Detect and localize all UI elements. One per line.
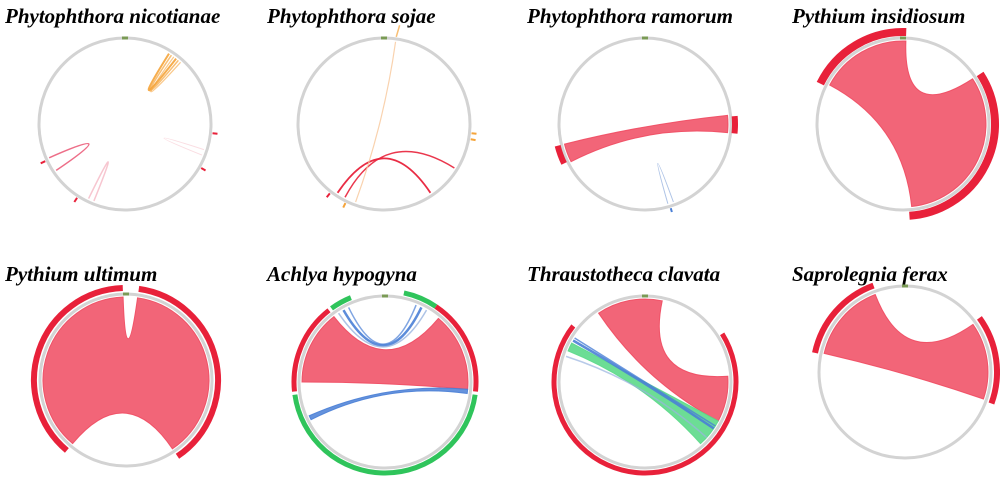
synteny-ribbon: [42, 296, 210, 450]
synteny-ribbon: [829, 40, 987, 208]
panel-title-phytophthora-ramorum: Phytophthora ramorum: [527, 4, 733, 28]
synteny-band: [292, 394, 478, 476]
feature-tick: [325, 192, 331, 198]
synteny-band: [138, 285, 221, 459]
synteny-band: [403, 290, 438, 309]
synteny-link: [342, 306, 423, 347]
synteny-link: [150, 56, 181, 93]
panel-title-pythium-insidiosum: Pythium insidiosum: [792, 4, 966, 28]
synteny-link: [355, 41, 397, 203]
synteny-band: [330, 295, 352, 311]
synteny-link: [149, 54, 179, 92]
panel-title-saprolegnia-ferax: Saprolegnia ferax: [792, 262, 948, 286]
panel-title-phytophthora-sojae: Phytophthora sojae: [267, 4, 436, 28]
karyotype-ring: [37, 36, 213, 212]
panel-title-thraustotheca-clavata: Thraustotheca clavata: [527, 262, 721, 286]
feature-tick: [471, 132, 477, 135]
panel-title-phytophthora-nicotianae: Phytophthora nicotianae: [5, 4, 221, 28]
synteny-ribbon: [563, 114, 729, 163]
synteny-link: [337, 309, 428, 348]
synteny-link: [147, 53, 177, 91]
feature-tick: [200, 167, 207, 172]
feature-tick: [470, 138, 476, 142]
synteny-band: [434, 304, 479, 392]
synteny-link: [344, 150, 455, 198]
panel-title-achlya-hypogyna: Achlya hypogyna: [267, 262, 417, 286]
synteny-link: [347, 304, 417, 345]
synteny-band: [812, 282, 875, 354]
feature-tick: [40, 160, 46, 165]
synteny-band: [31, 285, 123, 453]
synteny-ribbon: [301, 315, 469, 390]
feature-tick: [73, 197, 78, 203]
synteny-band: [909, 71, 999, 220]
synteny-link: [163, 137, 205, 156]
synteny-band: [554, 144, 567, 165]
synteny-band: [816, 28, 907, 86]
synteny-ribbon: [823, 293, 989, 400]
synteny-link: [48, 142, 90, 172]
synteny-band: [976, 316, 1000, 405]
karyotype-ring: [296, 36, 472, 212]
feature-tick: [395, 25, 401, 38]
synteny-link: [336, 157, 432, 194]
synteny-ribbon: [597, 298, 729, 422]
synteny-band: [291, 308, 331, 392]
feature-tick: [342, 202, 347, 209]
feature-tick: [212, 132, 218, 135]
panel-title-pythium-ultimum: Pythium ultimum: [5, 262, 158, 286]
synteny-band: [551, 324, 739, 476]
synteny-link: [565, 355, 708, 439]
synteny-link: [572, 339, 715, 430]
feature-tick: [669, 207, 673, 213]
synteny-link: [574, 337, 716, 427]
synteny-ribbon: [308, 387, 469, 421]
synteny-link: [87, 161, 109, 202]
synteny-link: [657, 163, 674, 204]
